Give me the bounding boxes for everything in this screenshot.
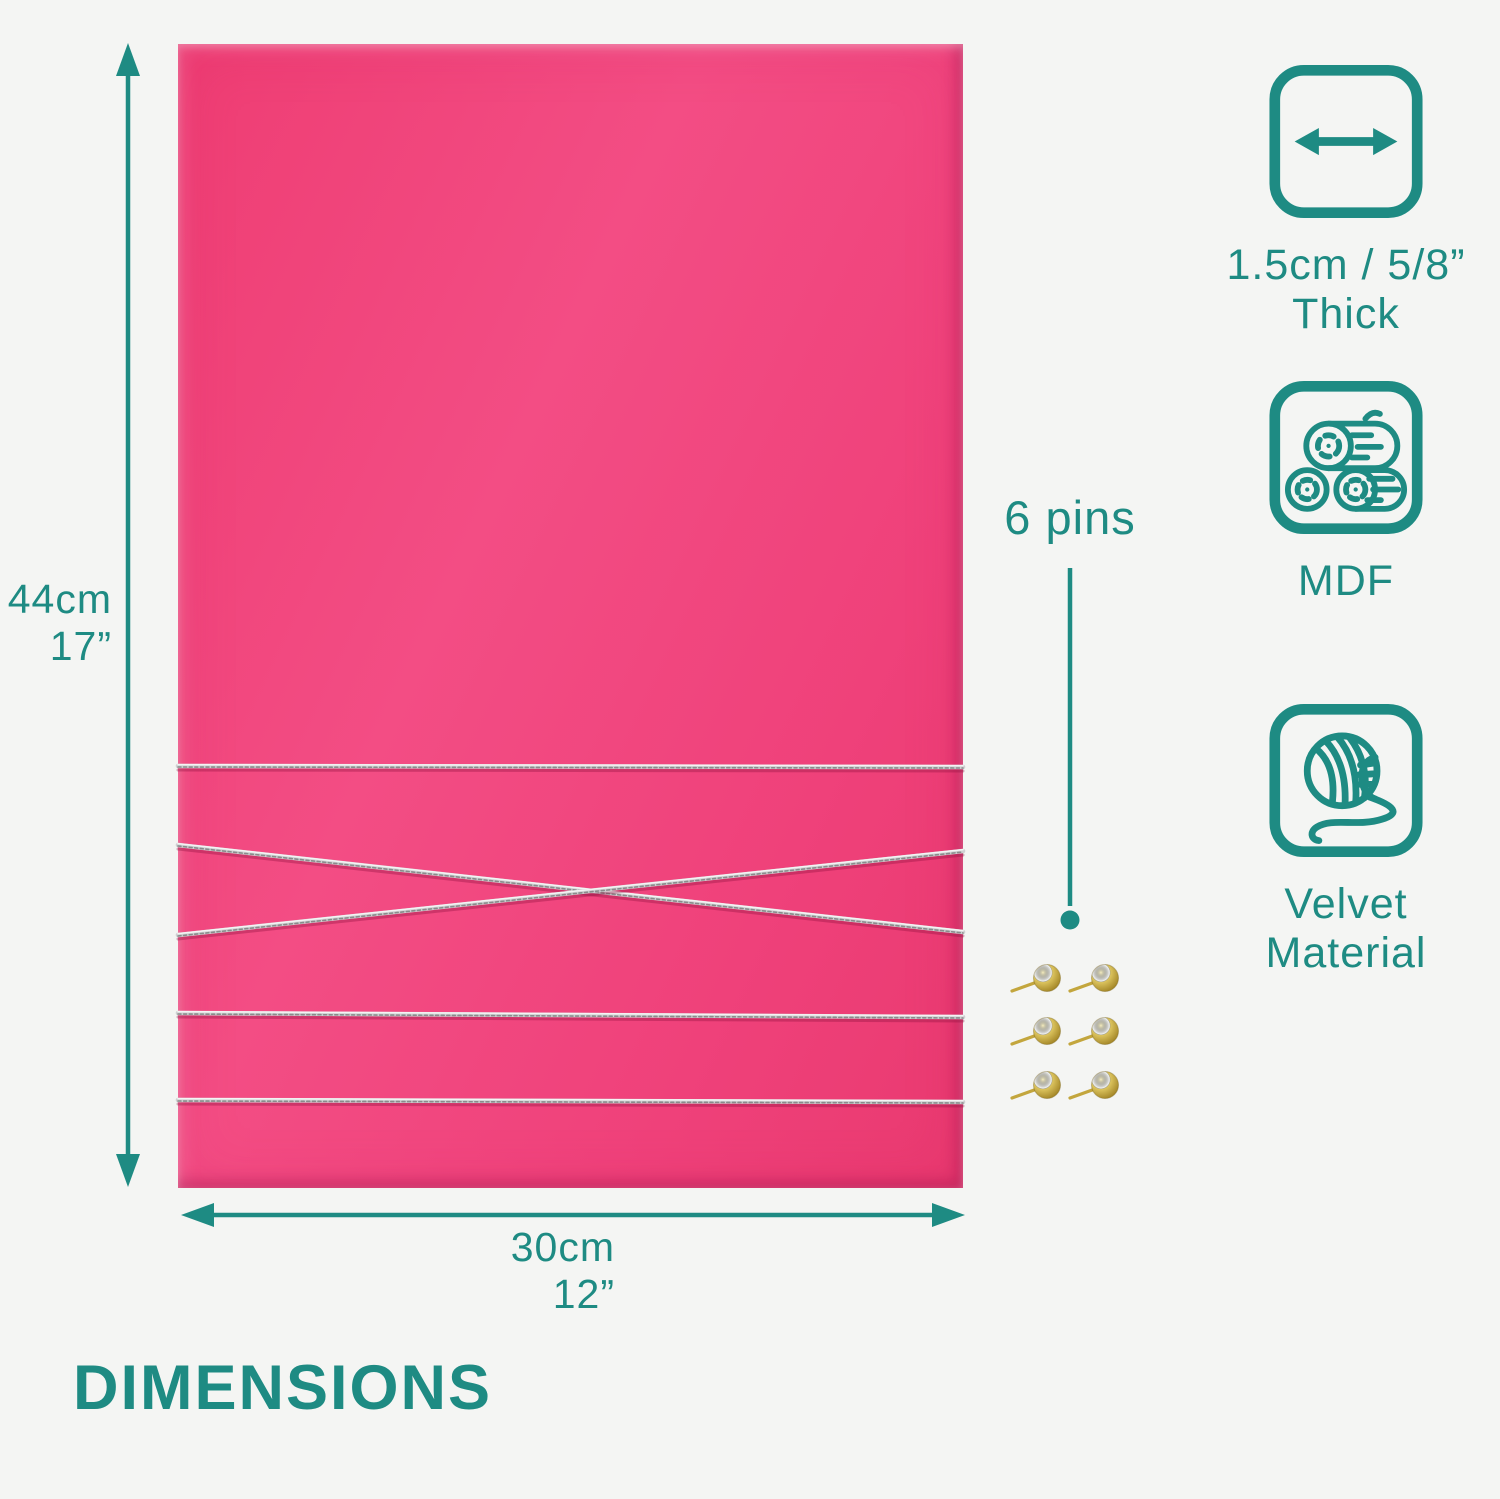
width-label-in: 12” [552,1271,615,1317]
feature-velvet-line1: Velvet [1284,880,1408,928]
push-pin [1010,1017,1061,1046]
height-label: 44cm 17” [0,576,112,670]
feature-thickness-caption: 1.5cm / 5/8” Thick [1211,241,1481,339]
push-pin [1068,964,1119,993]
yarn-ball-icon [1269,703,1423,858]
feature-mdf: MDF [1211,380,1481,606]
push-pin [1068,1071,1119,1100]
feature-thickness: 1.5cm / 5/8” Thick [1211,64,1481,339]
width-label-cm: 30cm [510,1224,615,1270]
height-label-cm: 44cm [7,576,112,622]
feature-mdf-caption: MDF [1211,557,1481,606]
pins-connector-line [1060,568,1080,930]
push-pin [1010,1071,1061,1100]
feature-velvet-line2: Material [1265,929,1427,977]
push-pin [1068,1017,1119,1046]
page-title: DIMENSIONS [73,1353,493,1423]
pins-count-label: 6 pins [1004,491,1136,544]
velvet-board [178,44,963,1188]
feature-thickness-line1: 1.5cm / 5/8” [1226,241,1466,289]
thickness-arrow-icon [1269,64,1423,219]
width-label: 30cm 12” [400,1224,615,1318]
feature-mdf-line1: MDF [1297,557,1395,605]
height-label-in: 17” [49,623,112,669]
push-pins [1010,964,1119,1100]
height-dimension-arrow [116,43,140,1187]
mdf-logs-icon [1269,380,1423,535]
feature-velvet-caption: Velvet Material [1211,880,1481,978]
push-pin [1010,964,1061,993]
feature-thickness-line2: Thick [1292,290,1400,338]
feature-velvet: Velvet Material [1211,703,1481,978]
